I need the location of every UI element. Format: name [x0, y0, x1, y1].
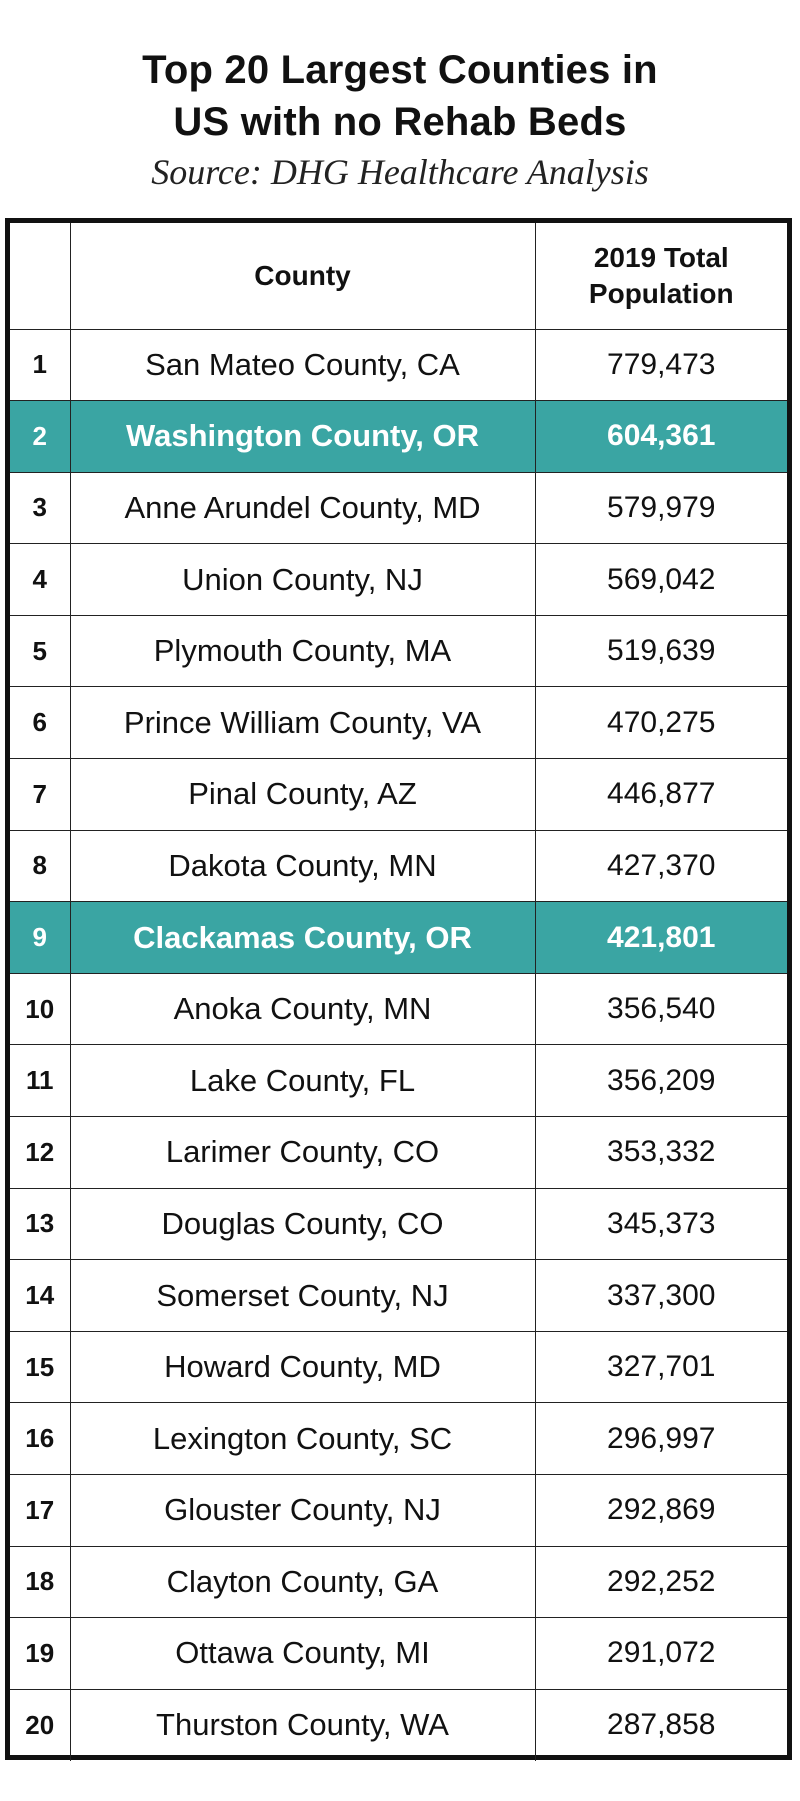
- rank-cell: 13: [10, 1187, 71, 1261]
- rank-cell: 8: [10, 829, 71, 903]
- rank-header: [10, 223, 71, 330]
- table-row: 17 Glouster County, NJ 292,869: [10, 1474, 787, 1547]
- rank-cell: 5: [10, 614, 71, 688]
- table-row: 9 Clackamas County, OR 421,801: [10, 901, 787, 974]
- table-row: 13 Douglas County, CO 345,373: [10, 1187, 787, 1261]
- population-header-line-2: Population: [588, 277, 734, 309]
- counties-table: County 2019 Total Population 1 San Mateo …: [10, 223, 787, 1761]
- county-cell: Anoka County, MN: [69, 972, 536, 1046]
- county-cell: Prince William County, VA: [69, 686, 536, 760]
- rank-cell: 12: [10, 1116, 71, 1189]
- rank-cell: 7: [10, 758, 71, 831]
- table-row: 10 Anoka County, MN 356,540: [10, 972, 787, 1046]
- table-row: 19 Ottawa County, MI 291,072: [10, 1617, 787, 1690]
- population-cell: 291,072: [534, 1617, 787, 1690]
- population-cell: 353,332: [534, 1116, 787, 1189]
- county-cell: Larimer County, CO: [69, 1116, 536, 1189]
- rank-cell: 10: [10, 972, 71, 1046]
- county-header: County: [69, 223, 536, 330]
- table-header-row: County 2019 Total Population: [10, 223, 787, 330]
- table-body: 1 San Mateo County, CA 779,473 2 Washington …: [10, 329, 787, 1761]
- population-cell: 337,300: [534, 1259, 787, 1332]
- population-cell: 427,370: [534, 829, 787, 903]
- county-cell: Somerset County, NJ: [69, 1259, 536, 1332]
- population-cell: 292,869: [534, 1474, 787, 1547]
- county-cell: Washington County, OR: [69, 400, 536, 473]
- population-cell: 292,252: [534, 1545, 787, 1619]
- population-cell: 345,373: [534, 1187, 787, 1261]
- rank-cell: 4: [10, 543, 71, 616]
- population-cell: 604,361: [534, 400, 787, 473]
- table-row: 5 Plymouth County, MA 519,639: [10, 614, 787, 688]
- rank-cell: 19: [10, 1617, 71, 1690]
- population-cell: 296,997: [534, 1402, 787, 1475]
- rank-cell: 6: [10, 686, 71, 760]
- county-cell: Anne Arundel County, MD: [69, 471, 536, 545]
- population-cell: 421,801: [534, 901, 787, 974]
- population-cell: 327,701: [534, 1330, 787, 1404]
- population-cell: 356,209: [534, 1044, 787, 1118]
- county-cell: Clackamas County, OR: [69, 901, 536, 974]
- rank-cell: 9: [10, 901, 71, 974]
- rank-cell: 15: [10, 1330, 71, 1404]
- table-row: 14 Somerset County, NJ 337,300: [10, 1259, 787, 1332]
- rank-cell: 3: [10, 471, 71, 545]
- population-cell: 579,979: [534, 471, 787, 545]
- county-cell: Thurston County, WA: [69, 1688, 536, 1761]
- county-cell: Clayton County, GA: [69, 1545, 536, 1619]
- population-header: 2019 Total Population: [534, 223, 787, 330]
- table-row: 4 Union County, NJ 569,042: [10, 543, 787, 616]
- rank-cell: 14: [10, 1259, 71, 1332]
- table-row: 3 Anne Arundel County, MD 579,979: [10, 471, 787, 545]
- source-subtitle: Source: DHG Healthcare Analysis: [151, 152, 649, 192]
- table-row: 6 Prince William County, VA 470,275: [10, 686, 787, 760]
- table-row: 11 Lake County, FL 356,209: [10, 1044, 787, 1118]
- county-cell: Plymouth County, MA: [69, 614, 536, 688]
- county-cell: Pinal County, AZ: [69, 758, 536, 831]
- county-cell: Ottawa County, MI: [69, 1617, 536, 1690]
- county-cell: Lexington County, SC: [69, 1402, 536, 1475]
- county-cell: Dakota County, MN: [69, 829, 536, 903]
- table-row: 7 Pinal County, AZ 446,877: [10, 758, 787, 831]
- table-row: 18 Clayton County, GA 292,252: [10, 1545, 787, 1619]
- county-cell: Lake County, FL: [69, 1044, 536, 1118]
- table-row: 16 Lexington County, SC 296,997: [10, 1402, 787, 1475]
- population-cell: 519,639: [534, 614, 787, 688]
- county-cell: Glouster County, NJ: [69, 1474, 536, 1547]
- chart-header: Top 20 Largest Counties in US with no Re…: [0, 0, 800, 194]
- population-cell: 287,858: [534, 1688, 787, 1761]
- counties-table-frame: County 2019 Total Population 1 San Mateo …: [5, 218, 792, 1761]
- rank-cell: 2: [10, 400, 71, 473]
- population-header-line-1: 2019 Total: [593, 241, 729, 273]
- rank-cell: 17: [10, 1474, 71, 1547]
- title-line-1: Top 20 Largest Counties in: [142, 48, 658, 92]
- population-cell: 470,275: [534, 686, 787, 760]
- table-row: 2 Washington County, OR 604,361: [10, 400, 787, 473]
- population-cell: 356,540: [534, 972, 787, 1046]
- table-row: 20 Thurston County, WA 287,858: [10, 1688, 787, 1761]
- table-row: 12 Larimer County, CO 353,332: [10, 1116, 787, 1189]
- rank-cell: 16: [10, 1402, 71, 1475]
- rank-cell: 18: [10, 1545, 71, 1619]
- table-row: 15 Howard County, MD 327,701: [10, 1330, 787, 1404]
- table-row: 8 Dakota County, MN 427,370: [10, 829, 787, 903]
- title-line-2: US with no Rehab Beds: [173, 100, 627, 144]
- page-title: Top 20 Largest Counties in US with no Re…: [0, 44, 800, 148]
- county-cell: San Mateo County, CA: [69, 329, 536, 402]
- rank-cell: 11: [10, 1044, 71, 1118]
- county-cell: Howard County, MD: [69, 1330, 536, 1404]
- county-cell: Union County, NJ: [69, 543, 536, 616]
- table-row: 1 San Mateo County, CA 779,473: [10, 329, 787, 402]
- rank-cell: 1: [10, 329, 71, 402]
- rank-cell: 20: [10, 1688, 71, 1761]
- county-cell: Douglas County, CO: [69, 1187, 536, 1261]
- population-cell: 569,042: [534, 543, 787, 616]
- population-cell: 446,877: [534, 758, 787, 831]
- population-cell: 779,473: [534, 329, 787, 402]
